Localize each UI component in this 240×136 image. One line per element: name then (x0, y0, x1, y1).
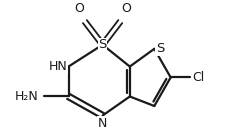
Text: Cl: Cl (192, 71, 205, 84)
Text: S: S (98, 38, 107, 51)
Text: H₂N: H₂N (15, 90, 39, 103)
Text: S: S (156, 42, 164, 55)
Text: O: O (74, 2, 84, 15)
Text: O: O (121, 2, 131, 15)
Text: HN: HN (48, 60, 67, 73)
Text: N: N (98, 117, 107, 130)
